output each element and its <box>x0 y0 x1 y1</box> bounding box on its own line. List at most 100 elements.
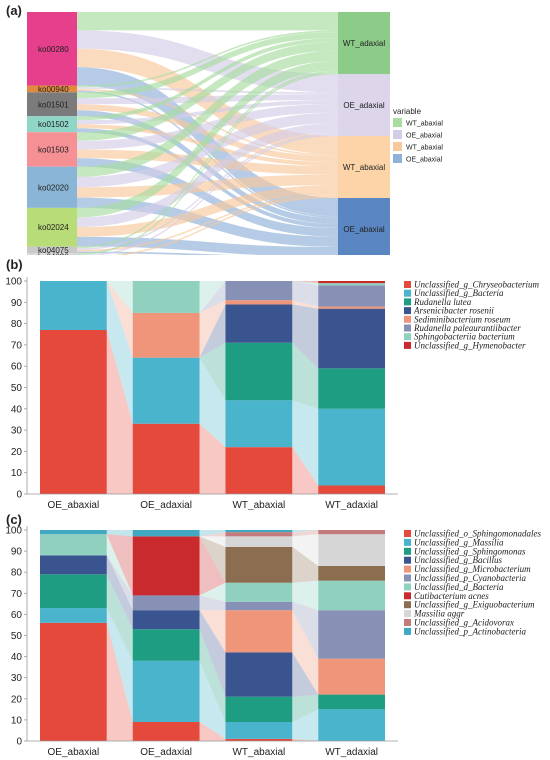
sankey-flow <box>77 38 338 121</box>
legend-label: Unclassified_g_Bacteria <box>414 288 504 298</box>
bar-connector <box>199 423 226 494</box>
y-tick-label: 90 <box>11 298 23 309</box>
bar-segment <box>132 281 200 313</box>
legend-swatch <box>404 307 411 315</box>
sankey-node-label: ko01502 <box>38 120 69 129</box>
legend-swatch <box>404 619 411 626</box>
bar-segment <box>318 408 386 486</box>
bar-segment <box>39 622 107 741</box>
bar-connector <box>106 530 133 537</box>
bar-segment <box>132 312 200 358</box>
sankey-node-left <box>27 116 77 133</box>
legend-swatch <box>404 538 411 546</box>
legend-label: Sphingobacteriia bacterium <box>414 332 515 342</box>
x-tick-label: WT_adaxial <box>325 500 378 510</box>
bar-segment <box>225 400 293 448</box>
sankey-node-right <box>338 74 390 136</box>
legend-label: Unclassified_g_Chryseobacterium <box>414 280 539 290</box>
bar-connector <box>106 281 133 313</box>
bar-connector <box>199 281 226 313</box>
sankey-flow <box>77 194 338 252</box>
bar-segment <box>225 696 293 723</box>
bar-connector <box>199 530 226 537</box>
sankey-flow <box>77 112 338 188</box>
y-tick-label: 20 <box>11 694 23 705</box>
panel-label: (a) <box>6 3 22 18</box>
x-tick-label: OE_adaxial <box>140 747 192 758</box>
y-tick-label: 10 <box>11 715 23 726</box>
x-tick-label: OE_abaxial <box>48 500 100 510</box>
legend-label: Unclassified_p_Actinobacteria <box>414 626 526 636</box>
bar-connector <box>199 281 226 313</box>
bar-segment <box>318 658 386 695</box>
sankey-flow <box>77 158 338 237</box>
bar-connector <box>292 534 319 566</box>
legend-label: WT_abaxial <box>406 145 443 152</box>
y-tick-label: 40 <box>11 404 23 415</box>
bar-segment <box>39 555 107 575</box>
legend-label: Unclassified_g_Exiguobacterium <box>414 600 535 610</box>
bar-segment <box>225 546 293 583</box>
y-tick-label: 70 <box>11 589 23 600</box>
bar-connector <box>292 610 319 695</box>
sankey-node-label: WT_abaxial <box>343 163 385 172</box>
bar-connector <box>292 652 319 697</box>
x-tick-label: OE_abaxial <box>48 747 100 758</box>
bar-segment <box>318 610 386 659</box>
bar-segment <box>225 722 293 739</box>
bar-segment <box>225 536 293 547</box>
legend-swatch <box>404 592 411 600</box>
legend-swatch <box>393 154 402 163</box>
bar-connector <box>106 555 133 611</box>
sankey-flow <box>77 50 338 177</box>
legend-label: Unclassified_g_Microbacterium <box>414 564 531 574</box>
bar-segment <box>225 652 293 697</box>
legend-swatch <box>404 565 411 573</box>
legend-swatch <box>404 315 411 323</box>
bar-connector <box>292 546 319 583</box>
bar-connector <box>199 629 226 723</box>
sankey-flow <box>77 236 338 255</box>
bar-connector <box>199 610 226 697</box>
sankey-node-left <box>27 253 77 255</box>
legend-swatch <box>404 289 411 297</box>
legend-label: Rudanella paleaurantiibacter <box>413 323 521 333</box>
bar-connector <box>292 281 319 286</box>
bar-connector <box>199 722 226 741</box>
legend-swatch <box>404 583 411 591</box>
sankey-flow <box>77 110 338 225</box>
bar-connector <box>106 622 133 741</box>
bar-connector <box>199 300 226 358</box>
y-tick-label: 10 <box>11 468 23 479</box>
sankey-node-label: ko01501 <box>38 100 69 109</box>
sankey-node-label: ko04626 <box>38 253 69 255</box>
bar-connector <box>292 342 319 409</box>
bar-connector <box>292 300 319 309</box>
sankey-node-left <box>27 92 77 117</box>
sankey-flow <box>77 104 338 150</box>
bar-segment <box>225 304 293 343</box>
y-tick-label: 90 <box>11 547 23 558</box>
sankey-node-label: OE_abaxial <box>343 225 385 234</box>
bar-connector <box>199 582 226 602</box>
legend-label: Unclassified_g_Bacillus <box>414 555 502 565</box>
bar-segment <box>39 329 107 494</box>
bar-segment <box>225 610 293 653</box>
bar-segment <box>225 582 293 602</box>
bar-segment <box>318 485 386 494</box>
bar-connector <box>199 357 226 448</box>
bar-segment <box>318 530 386 535</box>
sankey-flow <box>77 174 338 198</box>
bar-connector <box>292 601 319 659</box>
bar-connector <box>106 574 133 661</box>
legend-swatch <box>404 281 411 288</box>
bar-segment <box>318 281 386 284</box>
sankey-node-left <box>27 246 77 254</box>
bar-connector <box>199 536 226 547</box>
y-tick-label: 0 <box>16 737 22 748</box>
sankey-flow <box>77 134 338 255</box>
legend-label: Unclassified_d_Bacteria <box>414 582 504 592</box>
bar-connector <box>199 304 226 358</box>
bar-segment <box>225 601 293 611</box>
